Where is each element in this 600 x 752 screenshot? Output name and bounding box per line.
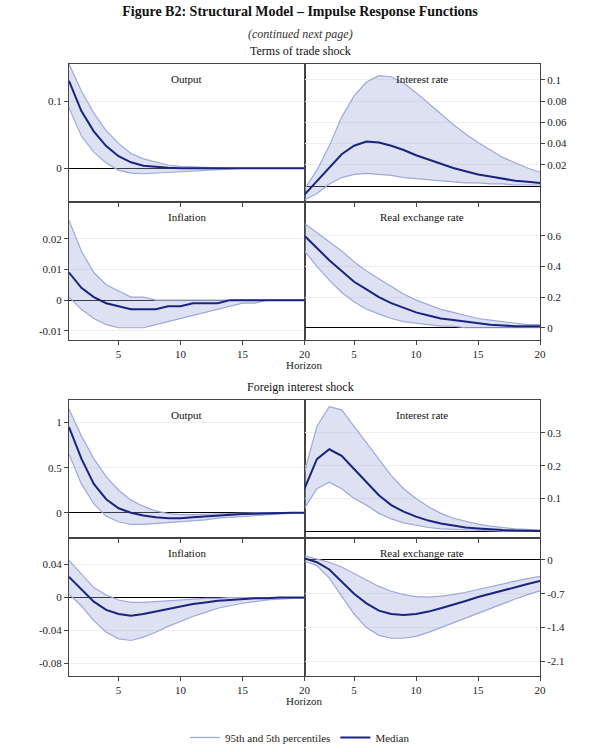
svg-text:0.02: 0.02 xyxy=(43,233,62,245)
svg-text:0.4: 0.4 xyxy=(547,260,561,272)
svg-text:15: 15 xyxy=(237,348,249,360)
svg-text:5: 5 xyxy=(351,684,357,696)
svg-text:10: 10 xyxy=(175,348,187,360)
svg-text:20: 20 xyxy=(535,684,547,696)
svg-text:Output: Output xyxy=(171,409,202,421)
svg-text:5: 5 xyxy=(116,684,122,696)
svg-text:0.2: 0.2 xyxy=(547,460,561,472)
svg-text:-0.7: -0.7 xyxy=(547,588,565,600)
svg-text:Figure B2: Structural Model –: Figure B2: Structural Model – Impulse Re… xyxy=(122,4,478,19)
svg-text:Terms of trade shock: Terms of trade shock xyxy=(250,44,351,58)
svg-text:10: 10 xyxy=(411,684,423,696)
svg-text:0: 0 xyxy=(56,294,62,306)
svg-text:0.02: 0.02 xyxy=(547,159,566,171)
svg-text:-2.1: -2.1 xyxy=(547,655,564,667)
svg-text:20: 20 xyxy=(299,348,311,360)
svg-text:20: 20 xyxy=(299,684,311,696)
svg-text:1: 1 xyxy=(56,416,62,428)
svg-text:0.1: 0.1 xyxy=(547,492,561,504)
svg-text:0.5: 0.5 xyxy=(48,462,62,474)
svg-text:0.04: 0.04 xyxy=(547,137,567,149)
svg-text:0.08: 0.08 xyxy=(547,95,567,107)
svg-text:Inflation: Inflation xyxy=(168,211,206,223)
svg-text:0.2: 0.2 xyxy=(547,291,561,303)
svg-text:10: 10 xyxy=(411,348,423,360)
svg-text:10: 10 xyxy=(175,684,187,696)
svg-text:Median: Median xyxy=(375,732,409,744)
svg-text:0.1: 0.1 xyxy=(547,74,561,86)
svg-text:Horizon: Horizon xyxy=(286,359,323,371)
svg-text:-0.08: -0.08 xyxy=(39,657,62,669)
svg-text:0: 0 xyxy=(547,554,553,566)
svg-text:0.01: 0.01 xyxy=(43,263,62,275)
svg-text:0.04: 0.04 xyxy=(43,558,63,570)
svg-text:0: 0 xyxy=(56,507,62,519)
svg-text:-1.4: -1.4 xyxy=(547,621,565,633)
svg-text:Interest rate: Interest rate xyxy=(396,409,448,421)
svg-text:15: 15 xyxy=(473,348,485,360)
svg-text:-0.01: -0.01 xyxy=(39,325,62,337)
svg-text:20: 20 xyxy=(535,348,547,360)
svg-text:Output: Output xyxy=(171,73,202,85)
svg-text:0: 0 xyxy=(547,322,553,334)
svg-text:95th and 5th percentiles: 95th and 5th percentiles xyxy=(225,732,330,744)
svg-text:15: 15 xyxy=(237,684,249,696)
svg-text:Horizon: Horizon xyxy=(286,695,323,707)
svg-text:Inflation: Inflation xyxy=(168,547,206,559)
svg-text:0.1: 0.1 xyxy=(48,95,62,107)
svg-text:Real exchange rate: Real exchange rate xyxy=(380,547,464,559)
svg-text:-0.04: -0.04 xyxy=(39,624,62,636)
svg-text:Interest rate: Interest rate xyxy=(396,73,448,85)
svg-text:15: 15 xyxy=(473,684,485,696)
svg-text:0.6: 0.6 xyxy=(547,230,561,242)
svg-text:0: 0 xyxy=(56,162,62,174)
svg-text:5: 5 xyxy=(116,348,122,360)
svg-text:0.3: 0.3 xyxy=(547,427,561,439)
svg-text:0: 0 xyxy=(56,591,62,603)
svg-text:5: 5 xyxy=(351,348,357,360)
svg-text:Foreign interest shock: Foreign interest shock xyxy=(247,380,354,394)
svg-text:Real exchange rate: Real exchange rate xyxy=(380,211,464,223)
svg-text:(continued next page): (continued next page) xyxy=(248,27,353,41)
svg-text:0.06: 0.06 xyxy=(547,116,567,128)
